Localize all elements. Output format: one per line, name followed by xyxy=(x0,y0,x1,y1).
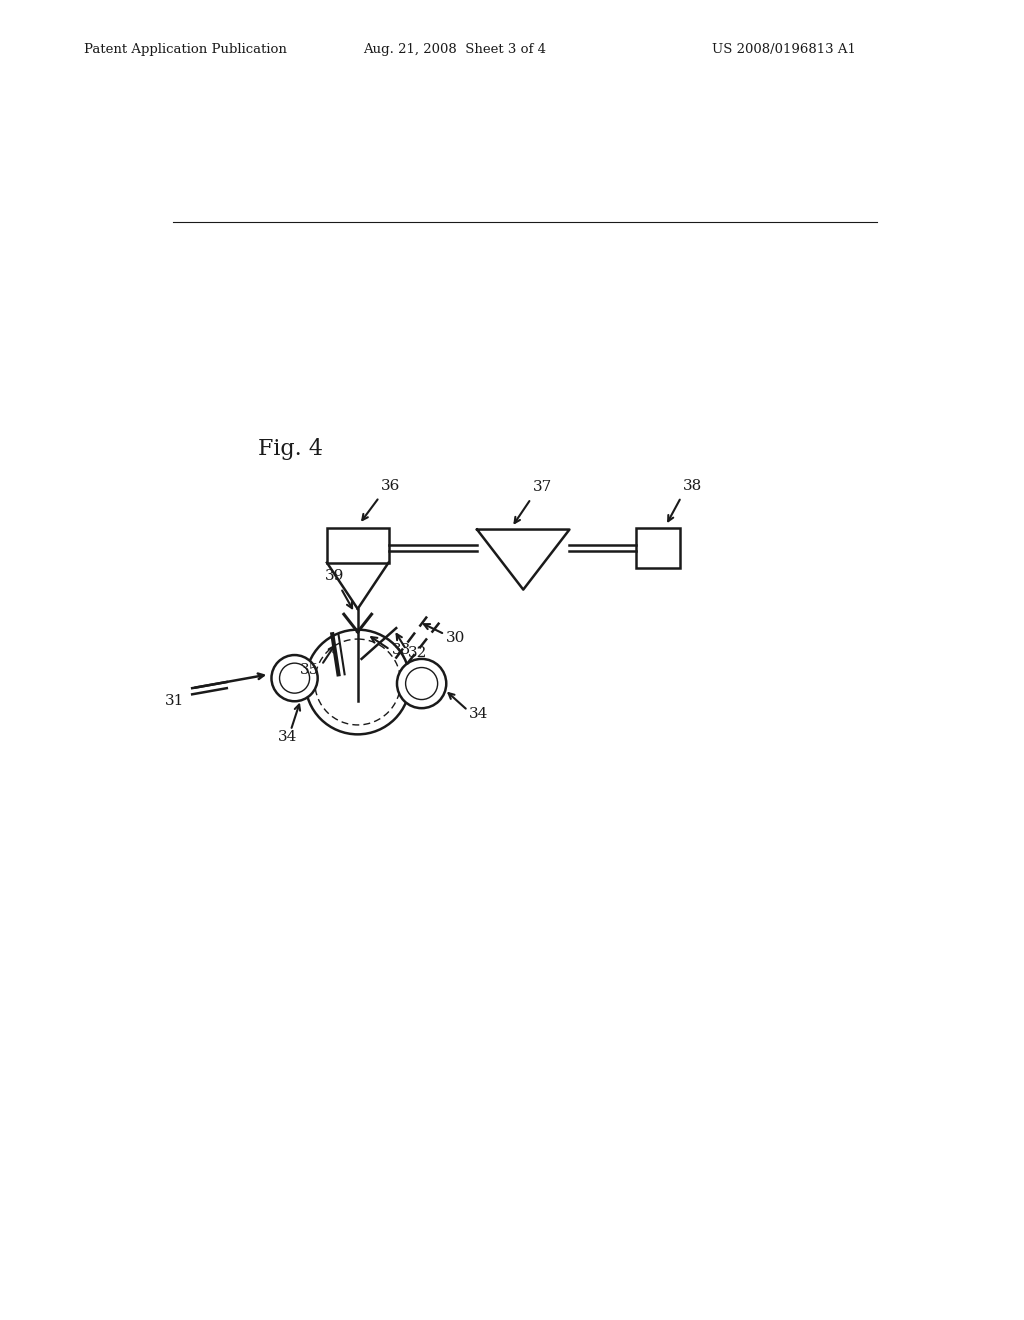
Text: 39: 39 xyxy=(326,569,345,583)
Text: 30: 30 xyxy=(446,631,466,645)
Text: 38: 38 xyxy=(683,479,701,492)
Bar xyxy=(636,528,680,568)
Text: 31: 31 xyxy=(165,694,184,708)
Bar xyxy=(327,528,388,562)
Text: 34: 34 xyxy=(469,708,488,721)
Circle shape xyxy=(305,630,410,734)
Text: 37: 37 xyxy=(532,480,552,494)
Text: Patent Application Publication: Patent Application Publication xyxy=(84,42,287,55)
Text: 36: 36 xyxy=(381,479,400,492)
Text: 32: 32 xyxy=(408,647,427,660)
Text: 35: 35 xyxy=(300,664,319,677)
Circle shape xyxy=(397,659,446,708)
Text: Aug. 21, 2008  Sheet 3 of 4: Aug. 21, 2008 Sheet 3 of 4 xyxy=(364,42,547,55)
Text: US 2008/0196813 A1: US 2008/0196813 A1 xyxy=(712,42,856,55)
Text: 34: 34 xyxy=(278,730,297,744)
Text: Fig. 4: Fig. 4 xyxy=(258,438,323,459)
Circle shape xyxy=(271,655,317,701)
Text: 33: 33 xyxy=(391,643,411,657)
